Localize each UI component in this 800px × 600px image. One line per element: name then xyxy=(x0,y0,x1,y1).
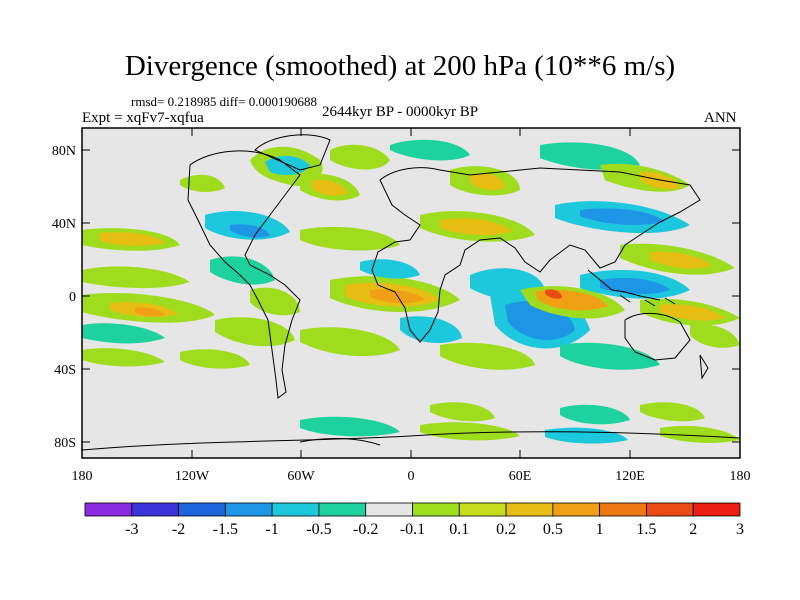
colorbar-label: -0.1 xyxy=(400,521,425,538)
colorbar-swatch xyxy=(271,502,320,517)
colorbar-label: -0.2 xyxy=(353,521,378,538)
lon-label-60w: 60W xyxy=(287,469,315,484)
lon-label-0: 0 xyxy=(408,469,415,484)
colorbar-swatch xyxy=(692,502,741,517)
lat-label-40s: 40S xyxy=(54,363,76,378)
lon-label-180w: 180 xyxy=(72,469,93,484)
colorbar-swatch xyxy=(318,502,367,517)
colorbar-swatch xyxy=(84,502,133,517)
lat-label-0: 0 xyxy=(69,290,76,305)
colorbar-label: -0.5 xyxy=(306,521,331,538)
lon-tick-marks xyxy=(81,128,741,458)
colorbar-label: -2 xyxy=(172,521,185,538)
colorbar-label: 0.2 xyxy=(496,521,516,538)
colorbar-label: -1.5 xyxy=(213,521,238,538)
colorbar-label: 0.5 xyxy=(543,521,563,538)
map-title: Divergence (smoothed) at 200 hPa (10**6 … xyxy=(124,50,676,82)
colorbar-swatch xyxy=(505,502,554,517)
lat-label-80n: 80N xyxy=(52,144,76,159)
coastlines xyxy=(82,134,740,451)
divergence-field xyxy=(82,139,740,444)
colorbar-swatch xyxy=(552,502,601,517)
colorbar-swatch xyxy=(131,502,179,517)
colorbar-label: 0.1 xyxy=(449,521,469,538)
experiment-label: Expt = xqFv7-xqfua xyxy=(82,110,204,126)
lat-label-40n: 40N xyxy=(52,217,76,232)
lon-label-180e: 180 xyxy=(730,469,751,484)
colorbar-label: -3 xyxy=(125,521,138,538)
colorbar-swatch xyxy=(458,502,507,517)
colorbar-label: -1 xyxy=(265,521,278,538)
colorbar-swatch xyxy=(646,502,694,517)
lat-tick-marks xyxy=(82,149,740,443)
lat-label-80s: 80S xyxy=(54,436,76,451)
period-label: 2644kyr BP - 0000kyr BP xyxy=(322,104,479,120)
lon-label-60e: 60E xyxy=(509,469,532,484)
colorbar-swatch xyxy=(224,502,273,517)
colorbar-label: 2 xyxy=(689,521,697,538)
colorbar-swatch xyxy=(412,502,460,517)
colorbar-swatch xyxy=(599,502,647,517)
stats-label: rmsd= 0.218985 diff= 0.000190688 xyxy=(131,94,317,109)
colorbar-label: 3 xyxy=(736,521,744,538)
lon-label-120e: 120E xyxy=(615,469,645,484)
colorbar-label: 1.5 xyxy=(636,521,656,538)
colorbar-swatch xyxy=(178,502,226,517)
colorbar-swatch xyxy=(365,502,413,517)
colorbar-label: 1 xyxy=(596,521,604,538)
season-label: ANN xyxy=(704,110,737,126)
lon-label-120w: 120W xyxy=(175,469,210,484)
colorbar-labels: -3 -2 -1.5 -1 -0.5 -0.2 -0.1 0.1 0.2 0.5 1 1.5 2 3 xyxy=(125,521,744,538)
colorbar xyxy=(84,502,741,517)
